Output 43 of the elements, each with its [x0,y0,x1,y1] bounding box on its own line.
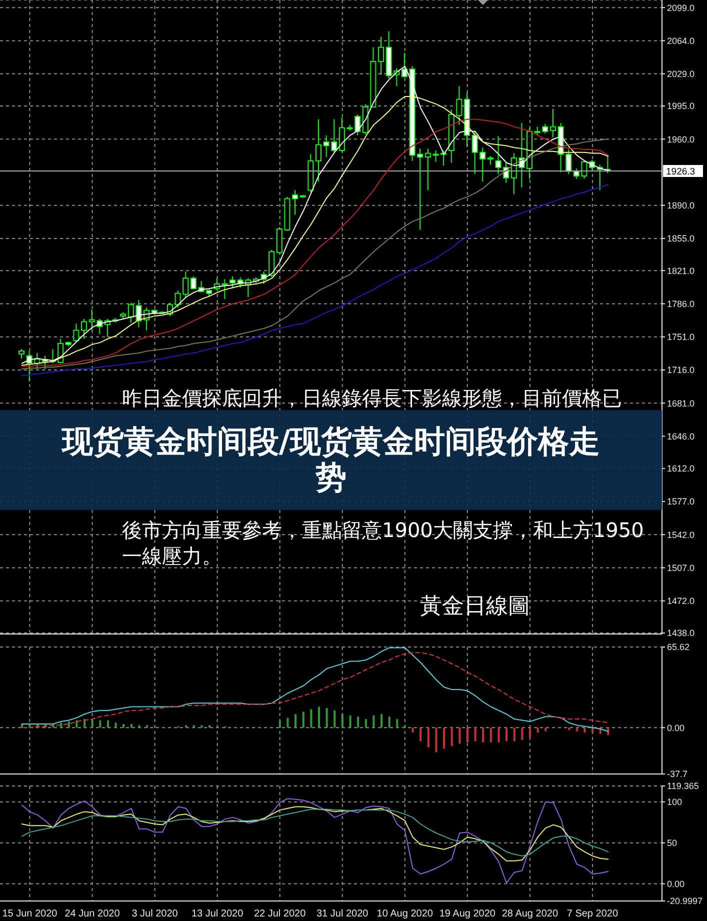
annotation: 後市方向重要參考，重點留意1900大關支撐，和上方1950 [122,518,644,542]
y-tick-label: 1507.0 [667,562,695,573]
x-tick-label: 28 Aug 2020 [502,908,558,920]
y-tick-label: 0.00 [667,722,685,733]
text: 现货黄金时间段/现货黄金时间段价格走势 [60,424,602,496]
annotation: 一線壓力。 [122,544,222,568]
x-tick-label: 3 Jul 2020 [132,908,178,920]
x-tick-label: 19 Aug 2020 [439,908,496,920]
y-tick-label: -37.7 [667,769,688,780]
x-tick-label: 10 Aug 2020 [376,908,434,920]
y-tick-label: 1681.0 [667,398,695,408]
y-tick-label: 1821.0 [667,266,695,276]
y-tick-label: 2029.0 [667,69,695,80]
y-tick-label: 65.62 [667,642,690,652]
y-tick-label: 2099.0 [667,2,695,13]
x-tick-label: 7 Sep 2020 [566,908,618,920]
x-tick-label: 31 Jul 2020 [316,908,369,920]
y-tick-label: 50 [667,838,678,848]
y-tick-label: 1716.0 [667,365,695,376]
y-tick-label: 1995.0 [667,101,695,112]
y-tick-label: 1890.0 [667,200,695,211]
y-tick-label: 0.00 [667,878,685,889]
y-tick-label: 1646.0 [667,431,695,442]
ref-line-label: 1926.3 [666,166,696,178]
x-tick-label: 15 Jun 2020 [2,908,58,920]
annotation: 昨日金價探底回升，日線錄得長下影線形態，目前價格已 [122,386,622,410]
annotation: 黃金日線圖 [420,594,530,620]
y-tick-label: 2064.0 [667,36,695,46]
y-tick-label: 1751.0 [667,332,695,342]
y-tick-label: 1960.0 [667,134,695,144]
y-tick-label: 1472.0 [667,596,695,606]
y-tick-label: -20.9997 [667,896,703,906]
y-tick-label: 1542.0 [667,530,695,540]
y-tick-label: 100 [667,797,682,808]
x-tick-label: 24 Jun 2020 [64,908,120,920]
y-tick-label: 1855.0 [667,234,695,244]
y-tick-label: 1786.0 [667,298,695,309]
y-tick-label: 1577.0 [667,496,695,507]
x-tick-label: 22 Jul 2020 [254,908,306,920]
y-tick-label: 119.365 [667,781,699,792]
x-tick-label: 13 Jul 2020 [191,908,244,920]
y-tick-label: 1612.0 [667,464,695,474]
y-tick-label: 1438.0 [667,628,695,638]
